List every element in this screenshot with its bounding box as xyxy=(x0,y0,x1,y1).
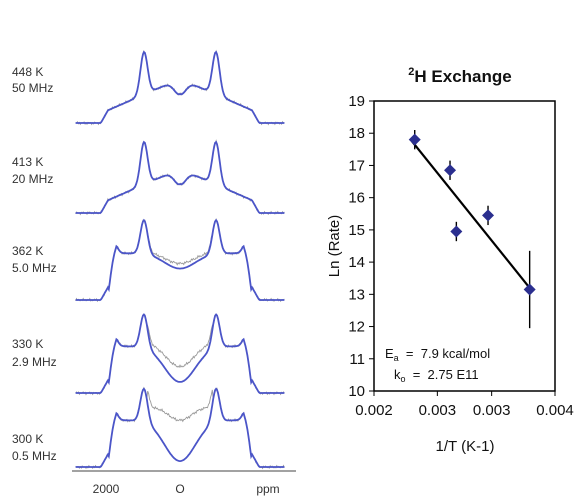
x-tick-label: 0.003 xyxy=(473,402,511,419)
y-tick-label: 19 xyxy=(348,93,365,110)
spectrum-rate-label: 0.5 MHz xyxy=(12,449,57,463)
x-axis-title: 1/T (K-1) xyxy=(436,438,495,455)
simulated-spectrum xyxy=(75,50,285,124)
spectra-x-tick-label: O xyxy=(175,482,184,496)
ea-symbol: E xyxy=(385,346,394,361)
fit-line xyxy=(411,140,531,289)
chart-title: 2H Exchange xyxy=(408,66,511,86)
y-tick-label: 17 xyxy=(348,157,365,174)
simulated-spectrum xyxy=(75,218,285,301)
chart-title-superscript: 2 xyxy=(408,66,414,78)
x-tick-label: 0.004 xyxy=(536,402,574,419)
spectrum-temperature-label: 413 K xyxy=(12,155,43,169)
k0-value: = 2.75 E11 xyxy=(406,367,479,382)
data-point-marker xyxy=(444,164,457,177)
x-axis-ticks: 0.002 0.003 0.003 0.004 xyxy=(355,391,574,419)
y-tick-label: 16 xyxy=(348,190,365,207)
preexponential-annotation: ko = 2.75 E11 xyxy=(394,367,479,384)
spectrum-temperature-label: 448 K xyxy=(12,65,43,79)
spectrum-rate-label: 5.0 MHz xyxy=(12,261,57,275)
spectrum-rate-label: 2.9 MHz xyxy=(12,355,57,369)
simulated-spectrum xyxy=(75,313,285,394)
k0-subscript: o xyxy=(401,374,406,384)
plot-area-frame xyxy=(373,100,556,392)
spectra-group xyxy=(75,49,285,470)
spectrum-rate-label: 50 MHz xyxy=(12,81,53,95)
spectrum-temperature-label: 362 K xyxy=(12,244,43,258)
chart-title-main: H Exchange xyxy=(414,67,511,86)
data-point-marker xyxy=(482,209,495,222)
spectra-labels: 448 K 50 MHz 413 K 20 MHz 362 K 5.0 MHz … xyxy=(12,65,57,463)
y-tick-label: 18 xyxy=(348,125,365,142)
data-point-marker xyxy=(523,283,536,296)
spectra-panel: 448 K 50 MHz 413 K 20 MHz 362 K 5.0 MHz … xyxy=(12,49,296,496)
x-tick-label: 0.003 xyxy=(419,402,457,419)
y-tick-label: 13 xyxy=(348,286,365,303)
y-tick-label: 12 xyxy=(348,319,365,336)
y-tick-label: 14 xyxy=(348,254,365,271)
data-points-group xyxy=(408,130,536,329)
simulated-spectrum xyxy=(75,140,285,214)
simulated-spectrum xyxy=(75,387,285,468)
spectrum-temperature-label: 330 K xyxy=(12,337,43,351)
x-tick-label: 0.002 xyxy=(355,402,393,419)
fit-line-group xyxy=(411,140,531,289)
y-tick-label: 10 xyxy=(348,383,365,400)
activation-energy-annotation: Ea = 7.9 kcal/mol xyxy=(385,346,490,363)
ea-value: = 7.9 kcal/mol xyxy=(399,346,491,361)
y-axis-ticks: 10 11 12 13 14 15 16 17 18 19 xyxy=(348,93,374,400)
data-point-marker xyxy=(450,225,463,238)
spectra-x-tick-label: ppm xyxy=(256,482,279,496)
y-tick-label: 11 xyxy=(349,351,365,368)
spectrum-rate-label: 20 MHz xyxy=(12,172,53,186)
data-point-marker xyxy=(408,133,421,146)
y-axis-title: Ln (Rate) xyxy=(326,215,343,278)
y-tick-label: 15 xyxy=(348,222,365,239)
spectrum-temperature-label: 300 K xyxy=(12,432,43,446)
spectra-x-tick-label: 2000 xyxy=(93,482,120,496)
ea-subscript: a xyxy=(394,353,399,363)
k0-symbol: k xyxy=(394,367,401,382)
